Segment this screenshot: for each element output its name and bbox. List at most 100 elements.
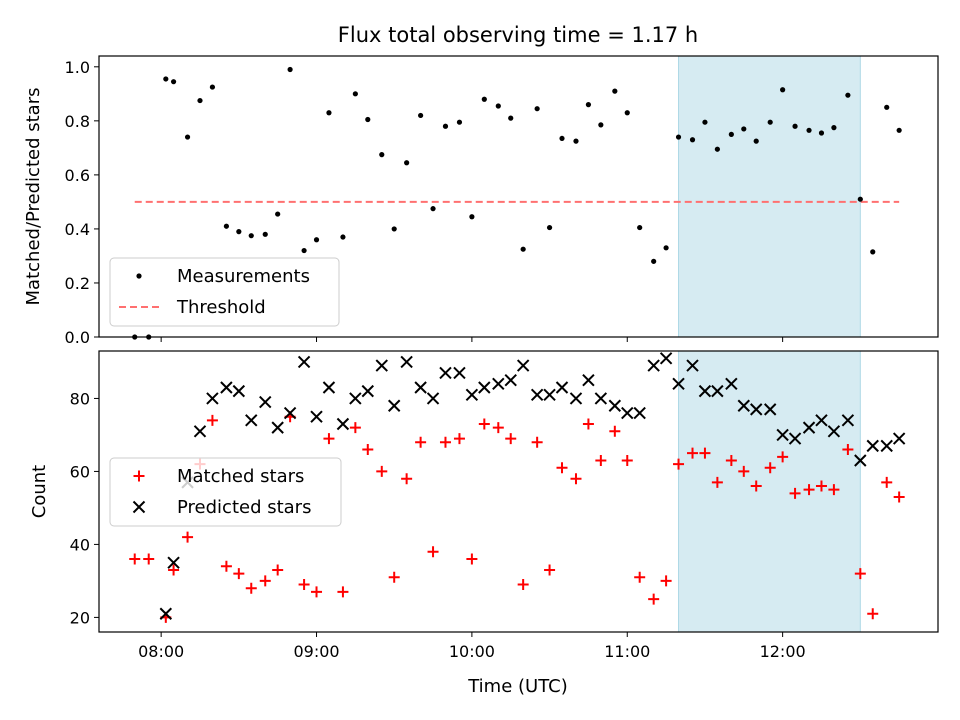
measurement-point	[508, 115, 514, 121]
predicted-star-point	[387, 399, 401, 412]
matched-star-point	[453, 433, 465, 445]
y-tick-label: 0.4	[65, 220, 90, 239]
matched-star-point	[492, 422, 504, 434]
matched-star-point	[401, 473, 413, 485]
predicted-star-point	[530, 388, 544, 401]
measurement-point	[651, 258, 657, 264]
measurement-point	[352, 91, 358, 97]
predicted-star-point	[892, 432, 906, 445]
measurement-point	[689, 137, 696, 143]
predicted-star-point	[737, 399, 750, 412]
matched-star-point	[893, 491, 905, 503]
matched-star-point	[556, 462, 568, 474]
predicted-star-point	[815, 414, 828, 427]
measurement-point	[340, 234, 346, 240]
matched-star-point	[298, 579, 310, 591]
predicted-star-point	[659, 352, 673, 365]
measurement-point	[612, 88, 618, 94]
axes-frame	[98, 350, 939, 633]
matched-star-point	[867, 608, 879, 620]
predicted-star-point	[608, 399, 622, 412]
measurement-point	[598, 122, 604, 128]
axes-frame	[98, 55, 939, 338]
y-tick-label: 20	[70, 608, 90, 627]
matched-star-point	[687, 447, 699, 459]
predicted-star-point	[647, 359, 660, 372]
measurement-point	[236, 229, 242, 235]
measurement-point	[637, 224, 643, 231]
measurement-point	[301, 247, 307, 254]
measurement-point	[163, 76, 169, 82]
measurement-point	[495, 103, 501, 109]
y-axis-label: Count	[29, 465, 50, 518]
measurement-point	[379, 152, 385, 158]
measurement-point	[170, 79, 177, 85]
predicted-star-point	[400, 355, 413, 369]
measurement-point	[728, 131, 734, 137]
matched-star-point	[648, 593, 660, 605]
measurement-point	[520, 246, 526, 252]
predicted-star-point	[271, 421, 284, 434]
predicted-star-point	[686, 359, 699, 372]
matched-star-point	[311, 586, 323, 598]
matched-star-point	[789, 487, 801, 499]
measurement-point	[857, 196, 863, 202]
chart-title: Flux total observing time = 1.17 h	[338, 23, 698, 47]
predicted-star-point	[232, 384, 246, 398]
measurement-point	[365, 116, 371, 123]
highlight-span	[678, 55, 861, 338]
predicted-star-point	[193, 425, 207, 438]
matched-star-point	[272, 564, 284, 576]
series-matched-stars	[129, 411, 905, 623]
matched-star-point	[478, 418, 490, 430]
measurement-point	[573, 138, 579, 144]
legend-dot-marker	[136, 273, 142, 279]
measurement-point	[675, 134, 682, 140]
predicted-star-point	[866, 439, 879, 453]
matched-star-point	[609, 425, 621, 437]
matched-star-point	[582, 418, 594, 430]
measurement-point	[248, 233, 254, 239]
predicted-star-point	[167, 556, 180, 569]
matched-star-point	[388, 571, 400, 583]
legend-label: Threshold	[176, 297, 266, 318]
matched-star-point	[143, 553, 155, 565]
matched-star-point	[323, 433, 335, 445]
predicted-star-point	[633, 406, 646, 420]
measurement-point	[663, 245, 669, 251]
predicted-star-point	[555, 381, 569, 394]
predicted-star-point	[414, 381, 427, 394]
legend-x-marker	[132, 500, 146, 514]
matched-star-point	[362, 444, 374, 456]
measurement-point	[262, 231, 268, 237]
matched-star-point	[803, 484, 815, 496]
legend-box	[109, 457, 342, 527]
predicted-star-point	[492, 377, 505, 391]
matched-star-point	[233, 568, 245, 580]
matched-star-point	[842, 444, 854, 456]
measurement-point	[780, 87, 786, 93]
predicted-star-point	[788, 432, 802, 445]
matched-star-point	[259, 575, 271, 587]
matched-star-point	[531, 436, 543, 448]
matched-star-point	[168, 564, 180, 576]
measurement-point	[818, 130, 825, 136]
matched-star-point	[349, 422, 361, 434]
matched-star-point	[517, 579, 529, 591]
measurement-point	[546, 224, 553, 231]
measurement-point	[884, 104, 890, 110]
legend-label: Predicted stars	[177, 497, 311, 518]
predicted-star-point	[245, 414, 258, 427]
legend: Matched stars Predicted stars	[109, 457, 342, 527]
matched-star-point	[828, 484, 840, 496]
predicted-star-point	[453, 366, 466, 380]
y-tick-label: 0.6	[65, 166, 90, 185]
matched-star-point	[182, 531, 194, 543]
predicted-star-point	[322, 381, 336, 394]
predicted-star-point	[220, 381, 233, 394]
y-tick-label: 0.2	[65, 274, 90, 293]
matched-star-point	[699, 447, 711, 459]
matched-star-point	[634, 571, 646, 583]
matched-star-point	[376, 465, 388, 477]
predicted-star-point	[283, 406, 297, 420]
